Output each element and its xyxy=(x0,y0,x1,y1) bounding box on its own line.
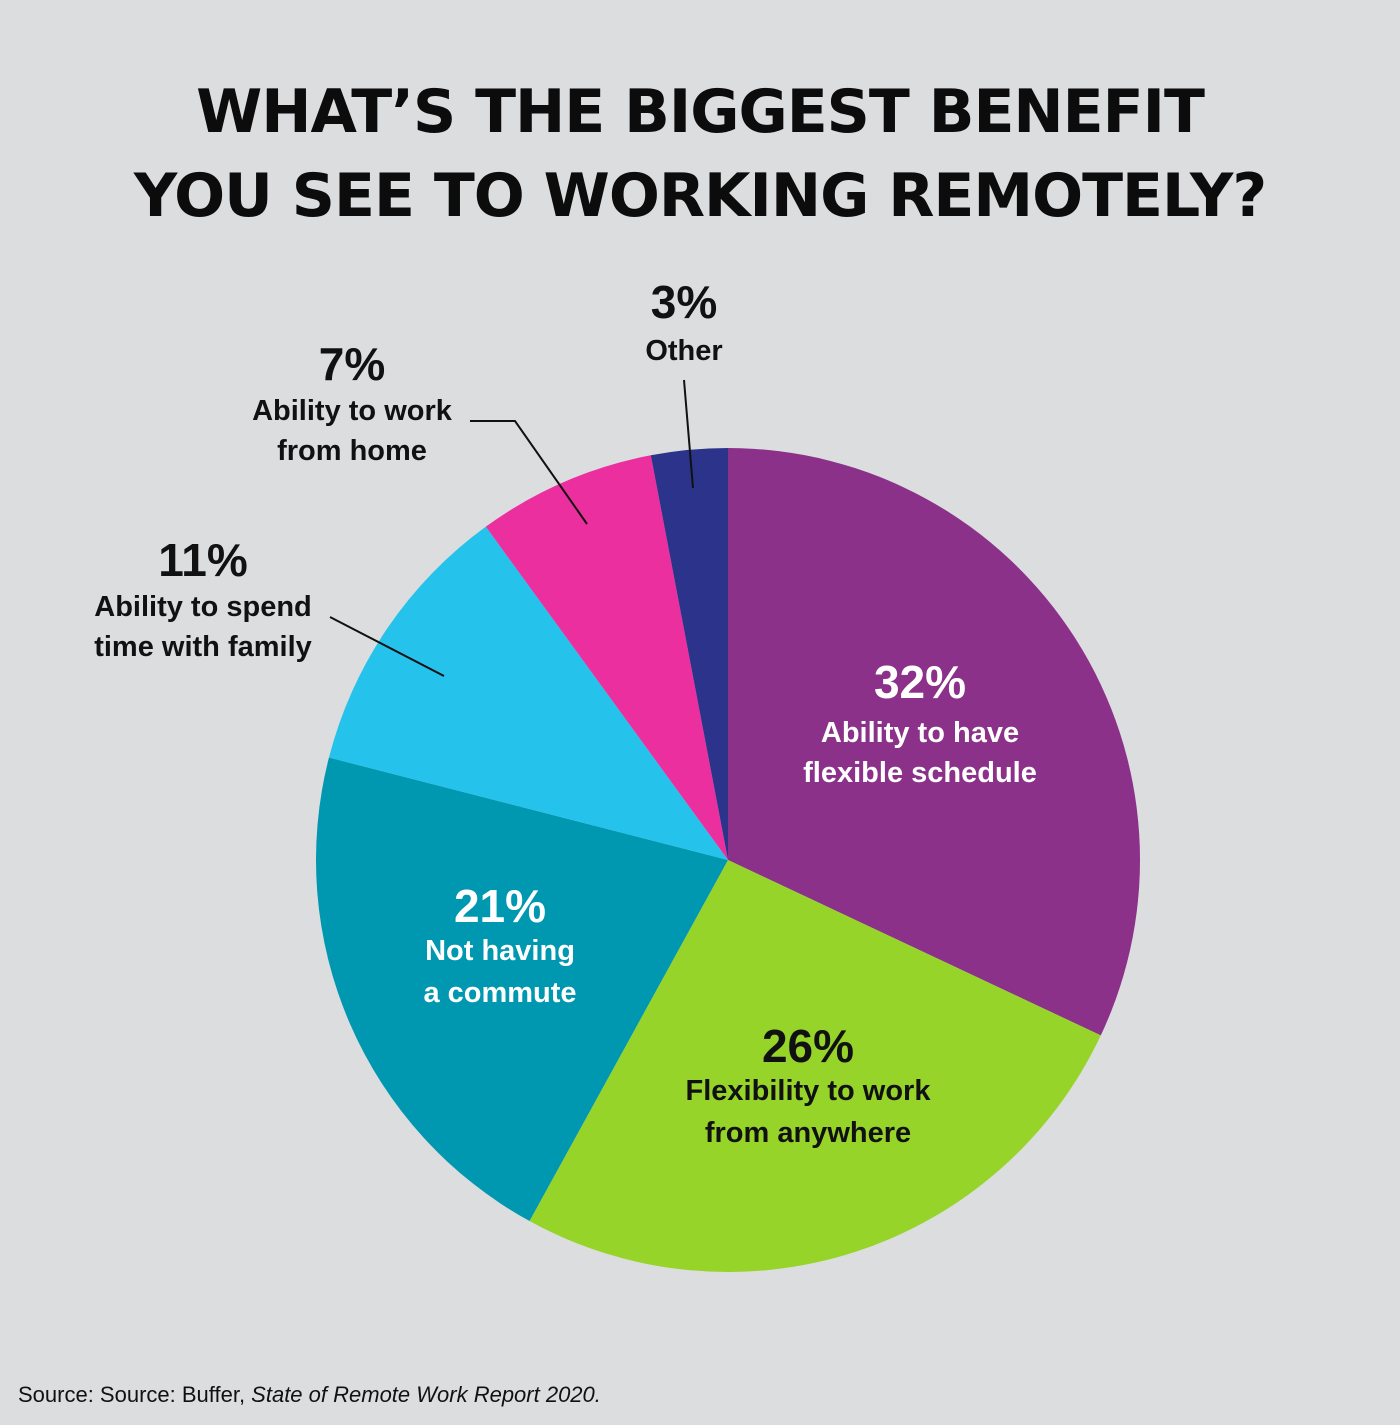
slice-label-time-with-family-line-2: time with family xyxy=(94,631,312,663)
leader-line-work-from-home xyxy=(470,420,588,525)
slice-labels: 32% Ability to have flexible schedule 26%Fl… xyxy=(94,276,1037,1149)
slice-label-work-from-anywhere-line-1: Flexibility to work xyxy=(686,1075,932,1107)
slice-value-time-with-family: 11% xyxy=(158,534,248,586)
slice-label-flexible-schedule-line-2: flexible schedule xyxy=(803,757,1037,789)
source-note: Source: Source: Buffer, State of Remote … xyxy=(18,1382,601,1408)
slice-label-no-commute-line-1: Not having xyxy=(425,935,575,967)
pie-slice-work-from-home xyxy=(485,455,728,860)
chart-title-line-2: YOU SEE TO WORKING REMOTELY? xyxy=(133,161,1267,231)
pie-slice-flexible-schedule xyxy=(728,448,1140,1036)
slice-label-time-with-family-line-1: Ability to spend xyxy=(94,591,312,623)
slice-label-work-from-home-line-1: Ability to work xyxy=(252,395,453,427)
pie-slice-time-with-family xyxy=(328,526,728,860)
slice-label-other-line-1: Other xyxy=(645,335,722,367)
slice-label-flexible-schedule-line-1: Ability to have xyxy=(821,717,1019,749)
slice-value-flexible-schedule: 32% xyxy=(874,656,966,708)
chart-title: WHAT’S THE BIGGEST BENEFIT YOU SEE TO WO… xyxy=(0,70,1400,238)
source-report-title: State of Remote Work Report 2020. xyxy=(251,1382,601,1407)
leader-lines xyxy=(329,379,694,677)
pie-slice-other xyxy=(650,448,728,860)
slice-label-no-commute-line-2: a commute xyxy=(423,977,576,1009)
slice-value-other: 3% xyxy=(651,276,717,328)
slice-value-no-commute: 21% xyxy=(454,880,546,932)
slice-value-work-from-home: 7% xyxy=(319,338,385,390)
slice-label-work-from-anywhere-line-2: from anywhere xyxy=(705,1117,911,1149)
leader-line-time-with-family xyxy=(329,616,445,677)
pie-slice-work-from-anywhere xyxy=(529,860,1101,1272)
slice-value-work-from-anywhere: 26% xyxy=(762,1020,854,1072)
slice-label-work-from-home-line-2: from home xyxy=(277,435,427,467)
pie-slices xyxy=(315,448,1140,1272)
leader-line-other xyxy=(683,379,694,489)
pie-slice-no-commute xyxy=(315,757,728,1222)
chart-title-line-1: WHAT’S THE BIGGEST BENEFIT xyxy=(196,77,1205,147)
source-prefix: Source: Source: Buffer, xyxy=(18,1382,252,1407)
